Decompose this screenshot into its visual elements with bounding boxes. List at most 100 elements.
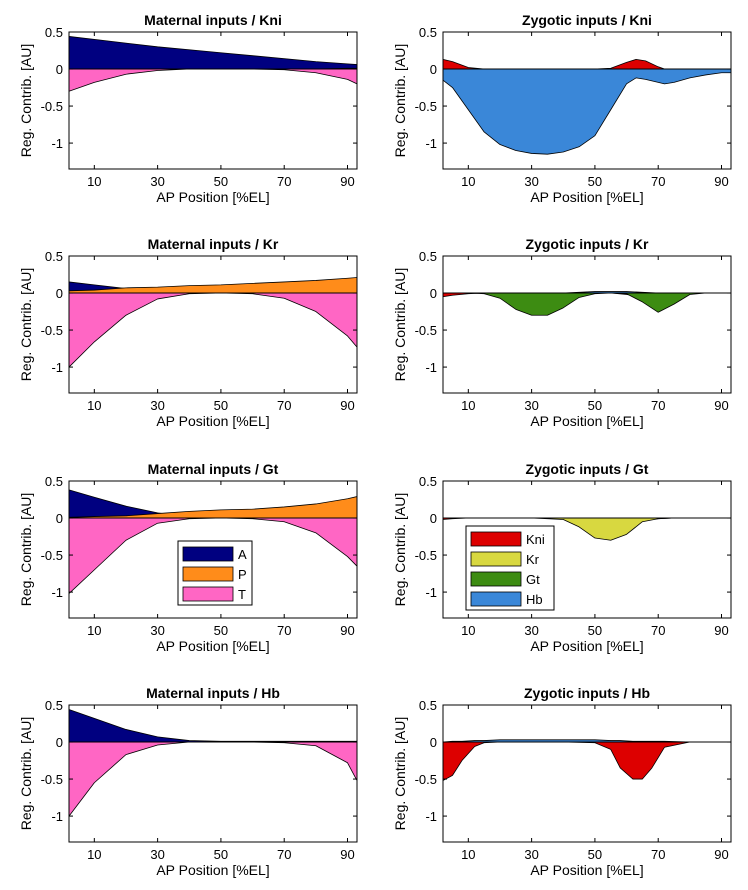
y-tick-label: 0: [430, 511, 437, 526]
axes-box: [442, 255, 732, 394]
axes-box: [442, 704, 732, 843]
legend-label-p: P: [238, 567, 247, 582]
axes-box: [68, 255, 358, 394]
x-tick-label: 90: [714, 398, 728, 413]
y-tick-label: 0: [430, 62, 437, 77]
y-tick-label: 0.5: [419, 698, 437, 713]
legend-label-hb: Hb: [526, 592, 543, 607]
y-tick-label: 0.5: [45, 698, 63, 713]
x-tick-label: 10: [461, 623, 475, 638]
legend-swatch-gt: [470, 571, 522, 587]
x-tick-label: 30: [524, 398, 538, 413]
x-tick-label: 90: [714, 623, 728, 638]
x-tick-label: 50: [214, 398, 228, 413]
y-tick-label: -0.5: [41, 99, 63, 114]
y-tick-label: 0.5: [419, 474, 437, 489]
y-tick-label: -0.5: [415, 323, 437, 338]
x-tick-label: 30: [150, 398, 164, 413]
area-series-a: [68, 709, 358, 743]
panel-title: Maternal inputs / Gt: [148, 461, 279, 477]
y-tick-label: 0: [56, 511, 63, 526]
x-tick-label: 70: [277, 847, 291, 862]
x-tick-label: 10: [461, 174, 475, 189]
panel-title: Maternal inputs / Kr: [148, 236, 279, 252]
x-axis-label: AP Position [%EL]: [156, 413, 269, 429]
x-tick-label: 50: [588, 174, 602, 189]
y-tick-label: 0: [430, 735, 437, 750]
legend-swatch-t: [182, 586, 234, 602]
axes-box: [68, 31, 358, 170]
x-axis-label: AP Position [%EL]: [156, 638, 269, 654]
x-tick-label: 30: [524, 174, 538, 189]
x-tick-label: 90: [340, 174, 354, 189]
y-tick-label: 0: [56, 735, 63, 750]
x-axis-label: AP Position [%EL]: [530, 638, 643, 654]
x-tick-label: 30: [150, 847, 164, 862]
legend-maternal: APT: [177, 540, 253, 606]
y-axis-label: Reg. Contrib. [AU]: [392, 493, 408, 607]
x-tick-label: 10: [87, 847, 101, 862]
y-tick-label: 0.5: [45, 249, 63, 264]
y-tick-label: -1: [51, 809, 63, 824]
x-axis-label: AP Position [%EL]: [156, 862, 269, 878]
panel-zygotic-inputs-kr: 0.5 0 -0.5 -1 10 30 50 70 90 Zygotic inputs / Kr A…: [392, 236, 732, 429]
panel-maternal-inputs-kr: 0.5 0 -0.5 -1 10 30 50 70 90 Maternal inputs / Kr…: [18, 236, 358, 429]
y-tick-label: -1: [51, 585, 63, 600]
x-tick-label: 70: [651, 623, 665, 638]
legend-swatch-p: [182, 566, 234, 582]
axes-box: [68, 480, 358, 619]
y-tick-label: -0.5: [41, 772, 63, 787]
y-axis-label: Reg. Contrib. [AU]: [18, 493, 34, 607]
x-tick-label: 50: [214, 623, 228, 638]
x-tick-label: 10: [87, 398, 101, 413]
x-tick-label: 50: [588, 398, 602, 413]
plot-area: [69, 256, 357, 393]
x-tick-label: 50: [214, 174, 228, 189]
x-tick-label: 70: [651, 174, 665, 189]
y-tick-label: 0: [430, 286, 437, 301]
y-tick-label: 0: [56, 286, 63, 301]
axes-box: [442, 480, 732, 619]
x-tick-label: 10: [461, 847, 475, 862]
y-tick-label: -0.5: [41, 323, 63, 338]
legend-swatch-kni: [470, 531, 522, 547]
y-tick-label: -0.5: [415, 772, 437, 787]
area-series-hb: [442, 68, 732, 155]
y-tick-label: 0.5: [45, 25, 63, 40]
legend-label-kr: Kr: [526, 552, 540, 567]
legend-label-kni: Kni: [526, 532, 545, 547]
x-tick-label: 30: [524, 847, 538, 862]
panel-title: Zygotic inputs / Gt: [526, 461, 649, 477]
y-tick-label: 0: [56, 62, 63, 77]
y-tick-label: -1: [425, 809, 437, 824]
area-series-a: [68, 36, 358, 70]
y-axis-label: Reg. Contrib. [AU]: [392, 44, 408, 158]
axes-box: [68, 704, 358, 843]
legend-label-gt: Gt: [526, 572, 540, 587]
legend-label-t: T: [238, 587, 246, 602]
x-axis-label: AP Position [%EL]: [530, 413, 643, 429]
x-axis-label: AP Position [%EL]: [530, 862, 643, 878]
x-tick-label: 50: [588, 623, 602, 638]
legend-swatch-kr: [470, 551, 522, 567]
x-tick-label: 90: [340, 398, 354, 413]
legend-swatch-a: [182, 546, 234, 562]
y-axis-label: Reg. Contrib. [AU]: [18, 717, 34, 831]
x-tick-label: 30: [150, 623, 164, 638]
x-tick-label: 70: [651, 398, 665, 413]
y-tick-label: -1: [51, 360, 63, 375]
y-tick-label: -0.5: [41, 548, 63, 563]
panel-zygotic-inputs-kni: 0.5 0 -0.5 -1 10 30 50 70 90 Zygotic inputs / Kni…: [392, 12, 732, 205]
axes-box: [442, 31, 732, 170]
x-tick-label: 90: [714, 847, 728, 862]
panel-maternal-inputs-gt: 0.5 0 -0.5 -1 10 30 50 70 90 Maternal inputs / Gt…: [18, 461, 358, 654]
y-tick-label: 0.5: [419, 25, 437, 40]
x-tick-label: 10: [461, 398, 475, 413]
x-axis-label: AP Position [%EL]: [530, 189, 643, 205]
y-axis-label: Reg. Contrib. [AU]: [392, 268, 408, 382]
legend-zygotic: Kni Kr Gt Hb: [465, 525, 555, 611]
y-tick-label: 0.5: [419, 249, 437, 264]
y-tick-label: -1: [425, 360, 437, 375]
x-tick-label: 90: [714, 174, 728, 189]
